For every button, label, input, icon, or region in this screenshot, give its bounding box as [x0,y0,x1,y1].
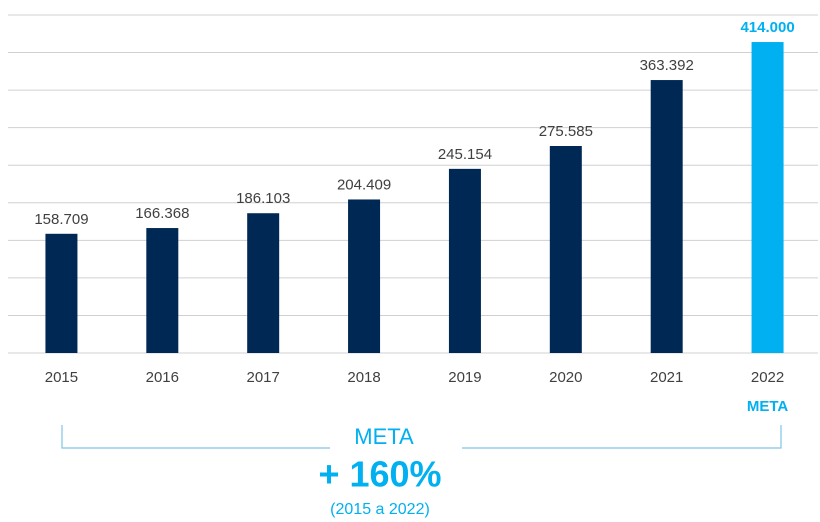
bracket [61,425,782,449]
x-tick-label: 2021 [650,369,683,386]
data-label: 204.409 [337,176,391,193]
annotation-value: + 160% [318,454,441,495]
x-tick-label: 2019 [448,369,481,386]
bar [448,168,481,353]
x-tick-label: 2020 [549,369,582,386]
x-tick-label: 2022 [751,369,784,386]
x-tick-label: 2016 [146,369,179,386]
bar [45,233,78,353]
data-label: 158.709 [34,211,88,228]
data-label: 363.392 [640,57,694,74]
x-tick-label: 2018 [347,369,380,386]
bar [146,228,179,353]
annotation-title: META [354,424,414,449]
bar [247,213,280,353]
data-label: 186.103 [236,190,290,207]
data-label: 166.368 [135,205,189,222]
x-tick-label: 2017 [247,369,280,386]
highlight-label: META [747,398,789,415]
annotation-period: (2015 a 2022) [330,501,430,518]
bar [549,146,582,353]
data-label: 414.000 [740,19,794,36]
data-label: 275.585 [539,123,593,140]
bar [348,199,381,353]
bar [650,80,683,353]
x-tick-label: 2015 [45,369,78,386]
data-label: 245.154 [438,146,492,163]
bar [751,42,784,353]
